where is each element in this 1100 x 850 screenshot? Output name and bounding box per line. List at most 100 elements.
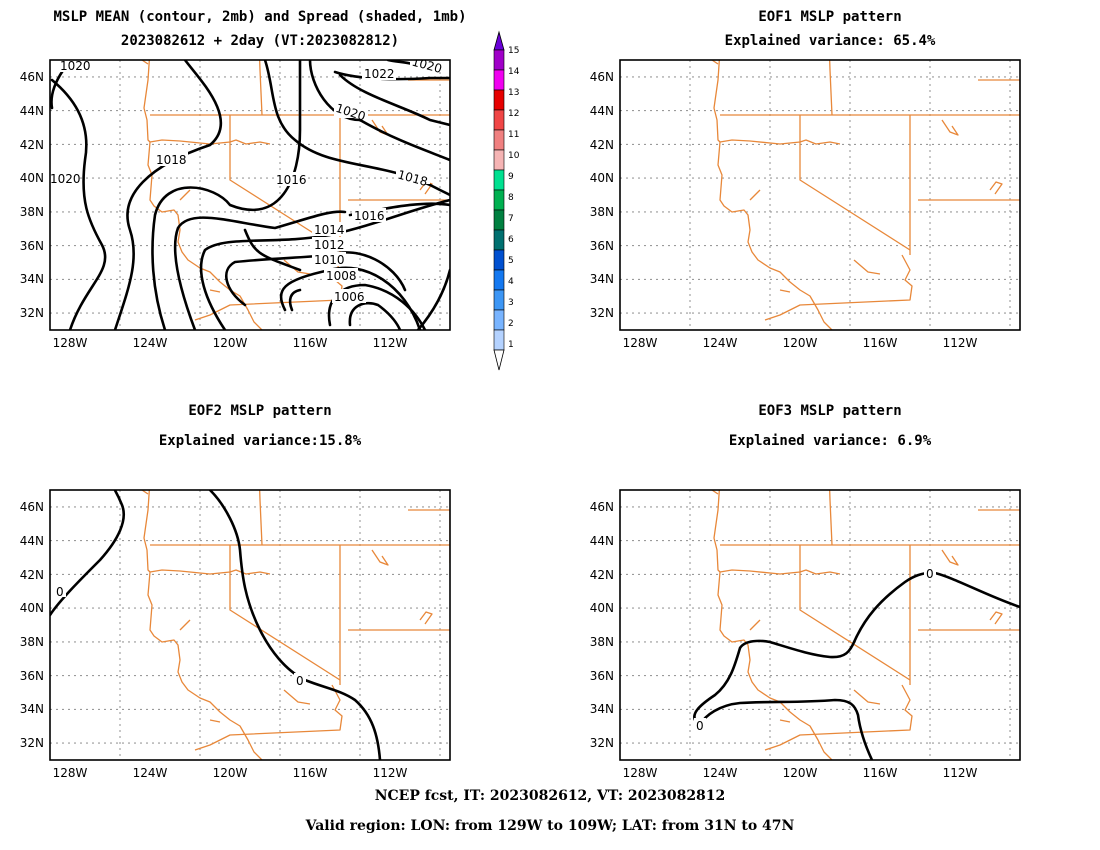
panel2-eof1: 128W 124W 120W 116W 112W 46N 44N 42N 40N… [590, 59, 1021, 350]
colorbar-label: 2 [508, 319, 514, 329]
x-tick-label: 120W [213, 766, 248, 780]
panel4-title: EOF3 MSLP pattern [758, 403, 902, 419]
x-tick-label: 124W [703, 336, 738, 350]
panel1-contour-labels: 1020 1020 1018 1016 1016 1014 1012 1010 … [50, 59, 444, 304]
contour-label: 1020 [50, 172, 81, 186]
y-tick-label: 36N [20, 669, 44, 683]
panel4-x-ticks: 128W 124W 120W 116W 112W [623, 766, 978, 780]
y-tick-label: 46N [20, 500, 44, 514]
y-tick-label: 44N [20, 104, 44, 118]
contour-label: 0 [926, 567, 934, 581]
x-tick-label: 120W [783, 766, 818, 780]
colorbar-label: 6 [508, 235, 514, 245]
y-tick-label: 38N [20, 635, 44, 649]
colorbar-box [493, 189, 505, 211]
x-tick-label: 128W [53, 336, 88, 350]
y-tick-label: 46N [20, 70, 44, 84]
colorbar-box [493, 129, 505, 151]
panel4-frame [619, 489, 1021, 761]
x-tick-label: 124W [133, 766, 168, 780]
contour-line [113, 60, 223, 330]
x-tick-label: 116W [863, 766, 898, 780]
x-tick-label: 116W [293, 336, 328, 350]
y-tick-label: 40N [20, 601, 44, 615]
y-tick-label: 36N [20, 239, 44, 253]
y-tick-label: 40N [590, 601, 614, 615]
x-tick-label: 116W [863, 336, 898, 350]
y-tick-label: 38N [590, 205, 614, 219]
x-tick-label: 112W [943, 336, 978, 350]
x-tick-label: 116W [293, 766, 328, 780]
zero-contour [208, 490, 382, 760]
x-tick-label: 120W [783, 336, 818, 350]
colorbar-top-arrow [493, 30, 505, 51]
colorbar-label: 10 [508, 151, 520, 161]
zero-contour [50, 490, 126, 617]
panel1-x-ticks: 128W 124W 120W 116W 112W [53, 336, 408, 350]
panel3-title: EOF2 MSLP pattern [188, 403, 332, 419]
colorbar-label: 12 [508, 109, 519, 119]
contour-line [338, 73, 450, 127]
panel3-frame [49, 489, 451, 761]
colorbar-box [493, 289, 505, 311]
colorbar-box [493, 269, 505, 291]
x-tick-label: 120W [213, 336, 248, 350]
contour-line [50, 60, 73, 110]
colorbar-label: 5 [508, 256, 514, 266]
footer-forecast-info: NCEP fcst, IT: 2023082612, VT: 202308281… [374, 788, 726, 804]
zero-contour [693, 571, 1020, 726]
y-tick-label: 36N [590, 669, 614, 683]
x-tick-label: 124W [133, 336, 168, 350]
y-tick-label: 46N [590, 500, 614, 514]
x-tick-label: 112W [943, 766, 978, 780]
panel1-title: MSLP MEAN (contour, 2mb) and Spread (sha… [53, 9, 467, 25]
contour-line [225, 251, 407, 307]
x-tick-label: 112W [373, 766, 408, 780]
colorbar-box [493, 249, 505, 271]
panel4-subtitle: Explained variance: 6.9% [728, 433, 932, 449]
colorbar-box [493, 329, 505, 351]
x-tick-label: 112W [373, 336, 408, 350]
y-tick-label: 34N [20, 702, 44, 716]
x-tick-label: 128W [623, 336, 658, 350]
colorbar-box [493, 49, 505, 71]
colorbar-box [493, 149, 505, 171]
contour-line [327, 283, 427, 330]
panel1-y-ticks: 46N 44N 42N 40N 38N 36N 34N 32N [20, 70, 44, 320]
colorbar-box [493, 229, 505, 251]
y-tick-label: 42N [590, 568, 614, 582]
contour-label: 1016 [276, 173, 307, 187]
y-tick-label: 46N [590, 70, 614, 84]
colorbar-box [493, 309, 505, 331]
panel1-frame [49, 59, 451, 331]
panel4-y-ticks: 46N 44N 42N 40N 38N 36N 34N 32N [590, 500, 614, 750]
colorbar-label: 11 [508, 130, 519, 140]
contour-line [288, 288, 302, 312]
colorbar-box [493, 69, 505, 91]
colorbar-label: 8 [508, 193, 514, 203]
x-tick-label: 128W [623, 766, 658, 780]
y-tick-label: 42N [20, 568, 44, 582]
contour-label: 0 [56, 585, 64, 599]
panel2-frame [619, 59, 1021, 331]
colorbar-boxes [493, 49, 505, 351]
contour-label: 1010 [314, 253, 345, 267]
panel3-eof2: 0 0 128W 124W 120W 116W 112W 46N 44N 42N… [20, 489, 451, 780]
panel2-x-ticks: 128W 124W 120W 116W 112W [623, 336, 978, 350]
contour-label: 1022 [364, 67, 395, 81]
contour-label: 1016 [354, 209, 385, 223]
contour-line [50, 78, 107, 330]
y-tick-label: 34N [590, 272, 614, 286]
contour-label: 1020 [60, 59, 91, 73]
panel3-y-ticks: 46N 44N 42N 40N 38N 36N 34N 32N [20, 500, 44, 750]
y-tick-label: 44N [20, 534, 44, 548]
panel2-title: EOF1 MSLP pattern [758, 9, 902, 25]
y-tick-label: 44N [590, 104, 614, 118]
contour-line [308, 60, 450, 162]
y-tick-label: 42N [590, 138, 614, 152]
contour-line [348, 301, 402, 330]
contour-line [416, 268, 450, 330]
colorbar-label: 13 [508, 88, 519, 98]
y-tick-label: 34N [590, 702, 614, 716]
